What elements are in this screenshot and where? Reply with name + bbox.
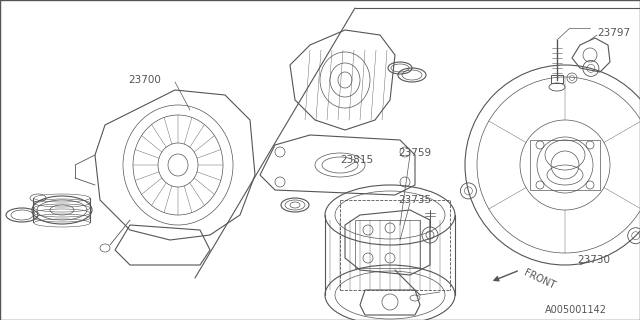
Bar: [530, 140, 600, 190]
Bar: [551, 75, 563, 83]
Bar: [355, 220, 420, 268]
Text: A005001142: A005001142: [545, 305, 607, 315]
Text: 23759: 23759: [398, 148, 431, 158]
Text: 23735: 23735: [398, 195, 431, 205]
Text: 23797: 23797: [597, 28, 630, 38]
Text: 23730: 23730: [577, 255, 610, 265]
Text: 23815: 23815: [340, 155, 373, 165]
Text: 23700: 23700: [128, 75, 161, 85]
Text: FRONT: FRONT: [522, 268, 556, 291]
